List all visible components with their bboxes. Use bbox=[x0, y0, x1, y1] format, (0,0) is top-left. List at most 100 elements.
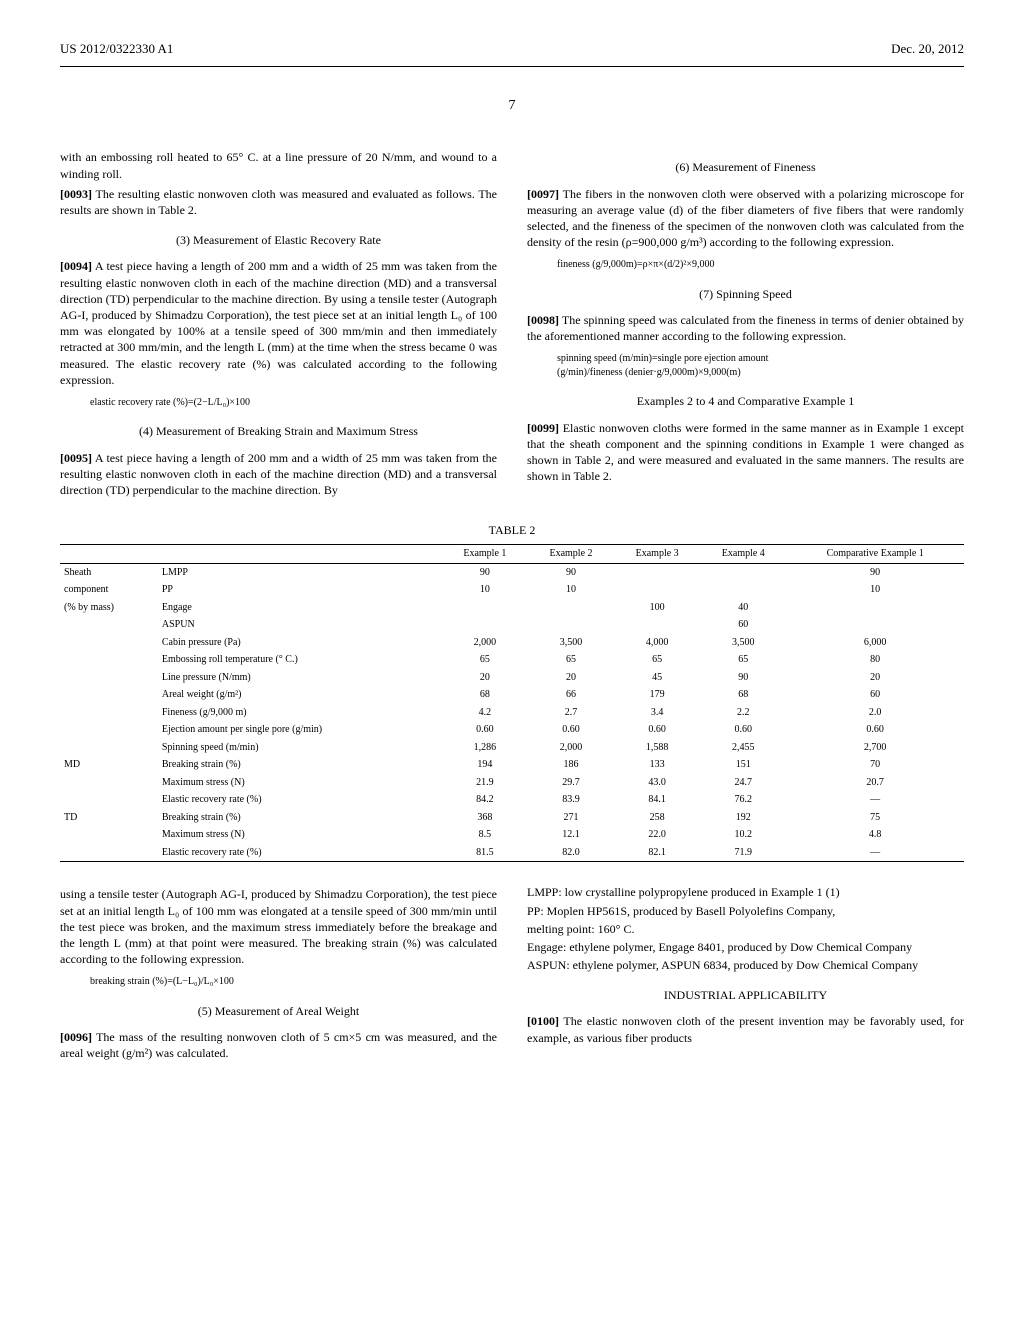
table-row: Maximum stress (N)21.929.743.024.720.7 bbox=[60, 774, 964, 792]
table-cell: 20 bbox=[786, 669, 964, 687]
table-cell: LMPP bbox=[158, 563, 442, 581]
section-heading: (7) Spinning Speed bbox=[527, 286, 964, 302]
table-cell: 3,500 bbox=[700, 634, 786, 652]
left-column: with an embossing roll heated to 65° C. … bbox=[60, 145, 497, 502]
table-cell: 2.0 bbox=[786, 704, 964, 722]
table-cell: 22.0 bbox=[614, 826, 700, 844]
table-cell: ASPUN bbox=[158, 616, 442, 634]
table-cell: Cabin pressure (Pa) bbox=[158, 634, 442, 652]
para-text: The elastic nonwoven cloth of the presen… bbox=[527, 1014, 964, 1044]
table-cell: 66 bbox=[528, 686, 614, 704]
para-text: The spinning speed was calculated from t… bbox=[527, 313, 964, 343]
table-row: Elastic recovery rate (%)81.582.082.171.… bbox=[60, 844, 964, 862]
table-cell: 6,000 bbox=[786, 634, 964, 652]
table-cell: Ejection amount per single pore (g/min) bbox=[158, 721, 442, 739]
table-cell bbox=[60, 686, 158, 704]
table-cell: 60 bbox=[786, 686, 964, 704]
table-row: SheathLMPP909090 bbox=[60, 563, 964, 581]
table-cell: 1,588 bbox=[614, 739, 700, 757]
paragraph: [0098] The spinning speed was calculated… bbox=[527, 312, 964, 344]
table-cell: 90 bbox=[700, 669, 786, 687]
para-text: Elastic nonwoven cloths were formed in t… bbox=[527, 421, 964, 484]
table-cell: 83.9 bbox=[528, 791, 614, 809]
table-cell: Breaking strain (%) bbox=[158, 756, 442, 774]
table-cell: 4,000 bbox=[614, 634, 700, 652]
para-num: [0095] bbox=[60, 451, 92, 465]
table-cell bbox=[442, 616, 528, 634]
formula: spinning speed (m/min)=single pore eject… bbox=[557, 352, 964, 379]
table-cell: (% by mass) bbox=[60, 599, 158, 617]
para-num: [0098] bbox=[527, 313, 559, 327]
table-header: Comparative Example 1 bbox=[786, 545, 964, 564]
para-text: A test piece having a length of 200 mm a… bbox=[60, 259, 497, 386]
table-cell bbox=[786, 616, 964, 634]
table-cell: 90 bbox=[528, 563, 614, 581]
table-cell bbox=[60, 826, 158, 844]
table-cell bbox=[700, 563, 786, 581]
table-cell: component bbox=[60, 581, 158, 599]
table-cell: 24.7 bbox=[700, 774, 786, 792]
table-cell: 12.1 bbox=[528, 826, 614, 844]
table-row: Embossing roll temperature (° C.)6565656… bbox=[60, 651, 964, 669]
data-table: Example 1 Example 2 Example 3 Example 4 … bbox=[60, 544, 964, 862]
table-cell: Elastic recovery rate (%) bbox=[158, 844, 442, 862]
table-cell: Line pressure (N/mm) bbox=[158, 669, 442, 687]
table-cell: 90 bbox=[442, 563, 528, 581]
page-header: US 2012/0322330 A1 Dec. 20, 2012 bbox=[60, 40, 964, 58]
table-cell: Breaking strain (%) bbox=[158, 809, 442, 827]
table-cell: 20 bbox=[442, 669, 528, 687]
table-row: (% by mass)Engage10040 bbox=[60, 599, 964, 617]
section-heading: (4) Measurement of Breaking Strain and M… bbox=[60, 423, 497, 439]
table-cell: 81.5 bbox=[442, 844, 528, 862]
table-cell bbox=[60, 721, 158, 739]
table-cell: — bbox=[786, 844, 964, 862]
paragraph: [0093] The resulting elastic nonwoven cl… bbox=[60, 186, 497, 218]
table-cell: 10.2 bbox=[700, 826, 786, 844]
table-cell: 29.7 bbox=[528, 774, 614, 792]
para-num: [0094] bbox=[60, 259, 92, 273]
table-cell: 194 bbox=[442, 756, 528, 774]
table-row: Ejection amount per single pore (g/min)0… bbox=[60, 721, 964, 739]
table-row: Cabin pressure (Pa)2,0003,5004,0003,5006… bbox=[60, 634, 964, 652]
table-cell: 76.2 bbox=[700, 791, 786, 809]
table-cell bbox=[60, 844, 158, 862]
page-number: 7 bbox=[60, 97, 964, 116]
table-cell bbox=[60, 704, 158, 722]
table-cell: Sheath bbox=[60, 563, 158, 581]
para-text: The resulting elastic nonwoven cloth was… bbox=[60, 187, 497, 217]
table-cell: 21.9 bbox=[442, 774, 528, 792]
table-cell bbox=[60, 651, 158, 669]
formula: fineness (g/9,000m)=ρ×π×(d/2)²×9,000 bbox=[557, 258, 964, 272]
table-header: Example 1 bbox=[442, 545, 528, 564]
table-cell bbox=[614, 581, 700, 599]
table-header: Example 3 bbox=[614, 545, 700, 564]
formula-line: spinning speed (m/min)=single pore eject… bbox=[557, 353, 768, 364]
table-cell: 3,500 bbox=[528, 634, 614, 652]
table-cell: 80 bbox=[786, 651, 964, 669]
left-column-2: using a tensile tester (Autograph AG-I, … bbox=[60, 882, 497, 1065]
table-cell bbox=[60, 634, 158, 652]
table-cell: 0.60 bbox=[442, 721, 528, 739]
table-cell bbox=[60, 669, 158, 687]
table-cell: 84.1 bbox=[614, 791, 700, 809]
table-cell: 368 bbox=[442, 809, 528, 827]
table-cell: 82.0 bbox=[528, 844, 614, 862]
table-title: TABLE 2 bbox=[60, 522, 964, 538]
paragraph: [0099] Elastic nonwoven cloths were form… bbox=[527, 420, 964, 485]
table-row: Line pressure (N/mm)2020459020 bbox=[60, 669, 964, 687]
table-cell: 258 bbox=[614, 809, 700, 827]
table-cell bbox=[614, 563, 700, 581]
bottom-columns: using a tensile tester (Autograph AG-I, … bbox=[60, 882, 964, 1065]
table-cell: 65 bbox=[700, 651, 786, 669]
table-row: Spinning speed (m/min)1,2862,0001,5882,4… bbox=[60, 739, 964, 757]
table-cell: 1,286 bbox=[442, 739, 528, 757]
paragraph: [0095] A test piece having a length of 2… bbox=[60, 450, 497, 499]
table-cell: 71.9 bbox=[700, 844, 786, 862]
section-heading: INDUSTRIAL APPLICABILITY bbox=[527, 987, 964, 1003]
table-cell: Maximum stress (N) bbox=[158, 826, 442, 844]
table-cell: 2.7 bbox=[528, 704, 614, 722]
table-cell: 151 bbox=[700, 756, 786, 774]
table-cell: Elastic recovery rate (%) bbox=[158, 791, 442, 809]
table-cell: 75 bbox=[786, 809, 964, 827]
table-2: TABLE 2 Example 1 Example 2 Example 3 Ex… bbox=[60, 522, 964, 862]
